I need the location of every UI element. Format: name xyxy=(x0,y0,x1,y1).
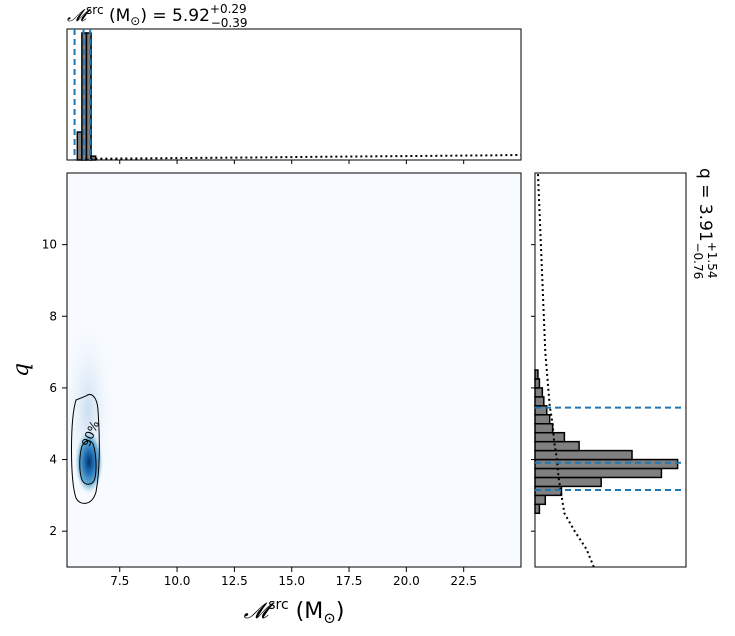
right-histogram-panel: q = 3.91+1.54−0.76 xyxy=(531,168,719,568)
right-prior-line xyxy=(536,172,595,568)
right-hist-bar xyxy=(534,387,544,398)
right-hist-bar xyxy=(534,494,547,506)
x-tick-label: 20.0 xyxy=(393,574,420,588)
right-hist-bar xyxy=(534,467,663,479)
x-tick-label: 22.5 xyxy=(450,574,477,588)
right-hist-bar xyxy=(534,440,580,452)
right-hist-bar xyxy=(534,449,633,461)
right-title: q = 3.91+1.54−0.76 xyxy=(691,168,719,279)
top-title: 𝓜src (M⊙) = 5.92+0.29 −0.39 xyxy=(67,2,247,30)
right-hist-bar xyxy=(534,476,602,488)
x-axis-label: 𝓜src (M⊙) xyxy=(244,597,345,627)
x-tick-label: 10.0 xyxy=(164,574,191,588)
right-hist-bar xyxy=(534,458,679,470)
right-hist-bar xyxy=(534,414,551,425)
y-tick-label: 4 xyxy=(49,453,57,467)
right-hist-bar xyxy=(534,503,541,515)
top-panel-frame xyxy=(66,28,522,161)
y-tick-label: 8 xyxy=(49,309,57,323)
heatmap-density xyxy=(67,315,114,505)
x-tick-label: 7.5 xyxy=(110,574,129,588)
top-histogram-panel: 𝓜src (M⊙) = 5.92+0.29 −0.39 xyxy=(66,2,522,164)
y-tick-label: 2 xyxy=(49,524,57,538)
contour-90 xyxy=(71,394,100,504)
top-prior-line xyxy=(85,153,522,160)
x-tick-label: 15.0 xyxy=(278,574,305,588)
contour-inner xyxy=(79,440,97,485)
x-tick-label: 17.5 xyxy=(336,574,363,588)
right-hist-bar xyxy=(534,369,539,380)
right-panel-frame xyxy=(534,172,687,568)
right-hist-bar xyxy=(534,431,566,443)
heatmap-background xyxy=(67,173,521,567)
y-tick-label: 6 xyxy=(49,381,57,395)
main-panel-frame xyxy=(66,172,522,568)
y-axis-label: q xyxy=(9,363,34,377)
top-hist-bar xyxy=(85,32,92,161)
right-hist-bar xyxy=(534,422,554,434)
x-tick-label: 12.5 xyxy=(221,574,248,588)
y-tick-label: 10 xyxy=(42,238,57,252)
right-hist-bar xyxy=(534,378,541,389)
right-hist-bar xyxy=(534,396,545,407)
